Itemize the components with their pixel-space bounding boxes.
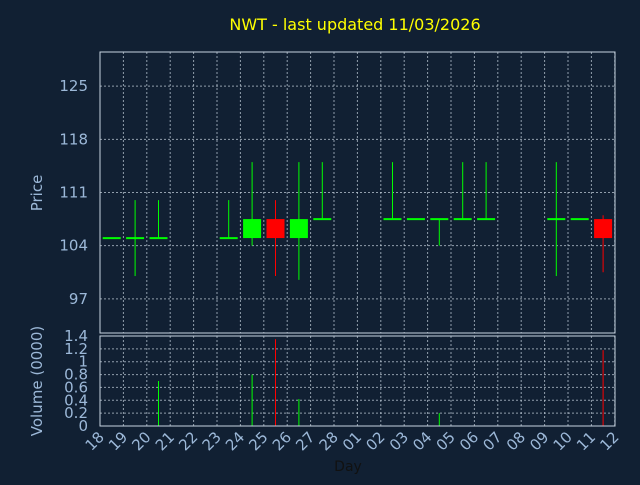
x-tick-label: 06 (456, 428, 482, 454)
volume-tick-label: 1.2 (64, 340, 88, 358)
x-tick-label: 10 (550, 428, 576, 454)
plot-frames (99, 51, 616, 427)
x-tick-label: 03 (386, 428, 412, 454)
x-tick-label: 22 (175, 428, 201, 454)
price-tick-label: 125 (59, 77, 88, 95)
x-tick-label: 11 (573, 428, 599, 454)
volume-bars (158, 339, 604, 426)
volume-tick-label: 0 (78, 417, 88, 435)
price-grid (100, 52, 616, 333)
price-tick-label: 111 (59, 184, 88, 202)
x-tick-label: 19 (105, 428, 131, 454)
candle-body (243, 219, 262, 239)
volume-tick-label: 0.2 (64, 404, 88, 422)
volume-grid (100, 335, 616, 427)
x-tick-label: 21 (152, 428, 178, 454)
volume-tick-label: 0.8 (64, 366, 88, 384)
x-tick-label: 27 (292, 428, 318, 454)
x-tick-label: 23 (199, 428, 225, 454)
price-tick-label: 97 (69, 290, 88, 308)
volume-tick-label: 0.4 (64, 391, 88, 409)
volume-axis-label: Volume (0000) (28, 326, 46, 436)
x-tick-label: 05 (433, 428, 459, 454)
x-tick-label: 20 (128, 428, 154, 454)
candle-body (266, 219, 285, 239)
price-plot-frame (99, 51, 616, 334)
price-tick-label: 104 (59, 237, 88, 255)
axis-labels: 9710411111812500.20.40.60.811.21.4181920… (59, 77, 622, 454)
x-tick-label: 25 (245, 428, 271, 454)
x-tick-label: 07 (479, 428, 505, 454)
x-tick-label: 08 (503, 428, 529, 454)
x-axis-label: Day (334, 459, 362, 475)
x-tick-label: 24 (222, 428, 248, 454)
x-tick-label: 26 (269, 428, 295, 454)
x-tick-label: 02 (362, 428, 388, 454)
price-candles (102, 162, 613, 280)
volume-tick-label: 1.4 (64, 327, 88, 345)
x-tick-label: 04 (409, 428, 435, 454)
price-axis-label: Price (28, 175, 46, 212)
x-tick-label: 09 (526, 428, 552, 454)
candle-body (594, 219, 613, 239)
volume-tick-label: 1 (78, 353, 88, 371)
volume-plot-frame (99, 335, 616, 427)
chart-title: NWT - last updated 11/03/2026 (229, 15, 480, 34)
x-tick-label: 12 (596, 428, 622, 454)
x-tick-label: 28 (316, 428, 342, 454)
price-tick-label: 118 (59, 130, 88, 148)
volume-tick-label: 0.6 (64, 378, 88, 396)
x-tick-label: 01 (339, 428, 365, 454)
candle-body (289, 219, 308, 239)
